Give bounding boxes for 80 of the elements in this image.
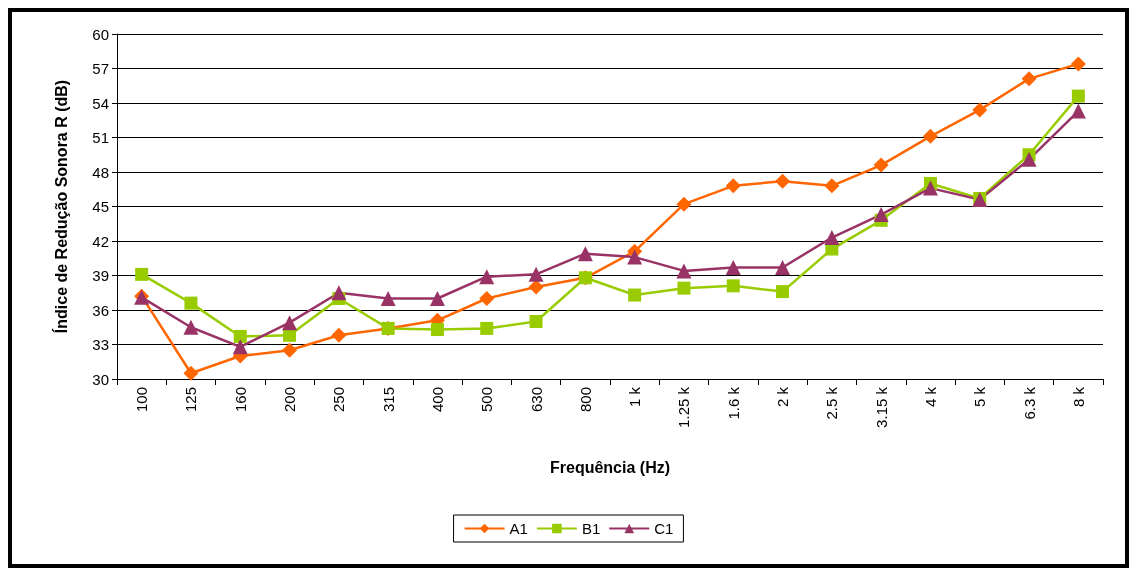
point [627,249,643,265]
x-tick-label: 8 k [1069,386,1087,408]
point [922,180,938,196]
x-tick-label: 125 [182,387,200,413]
point [183,319,199,335]
point [283,328,297,342]
point [1070,56,1086,72]
point [726,279,740,293]
y-tick-label: 60 [92,25,109,43]
point [528,279,544,295]
x-tick-label: 4 k [921,386,939,408]
y-tick-label: 51 [92,129,109,146]
point [725,178,741,194]
point [183,365,199,381]
x-tick-label: 2 k [774,386,792,408]
point [776,285,790,299]
y-tick-label: 42 [92,232,109,250]
point [479,291,495,306]
x-tick-label: 400 [428,387,446,413]
point [232,339,248,355]
point [676,196,692,212]
point [577,246,593,262]
point [529,315,543,328]
x-tick-label: 2.5 k [823,386,841,420]
point [430,323,444,337]
x-tick-label: 5 k [971,386,989,408]
x-tick-label: 200 [281,387,299,413]
y-tick-label: 48 [92,163,109,181]
legend-label: B1 [581,520,601,537]
y-tick-label: 57 [92,60,109,77]
x-tick-label: 160 [231,387,249,413]
point [824,178,840,194]
point [1071,89,1085,103]
point [528,266,544,282]
y-axis-title: Índice de Redução Sonora R (dB) [51,79,70,334]
point [331,285,347,301]
x-axis-title: Frequência (Hz) [549,458,671,476]
legend-label: A1 [509,520,528,537]
point [1021,71,1037,87]
x-tick-label: 3.15 k [872,386,890,428]
point [282,342,298,358]
point [873,157,889,173]
point [873,207,889,223]
point [282,315,298,331]
point [380,291,396,306]
x-tick-label: 630 [527,387,545,413]
legend-label: C1 [654,520,674,537]
x-tick-label: 800 [576,387,594,413]
point [922,128,938,144]
point [233,329,247,343]
point [676,263,692,279]
y-tick-label: 54 [92,94,109,112]
point [480,321,494,335]
point [429,291,445,306]
point [725,259,741,275]
y-tick-label: 45 [92,198,109,215]
x-tick-label: 315 [379,387,397,413]
point [1021,151,1037,167]
y-tick-label: 33 [92,336,109,353]
point [972,102,988,118]
y-tick-label: 36 [92,301,109,319]
point [628,288,642,302]
point [1070,103,1086,119]
y-tick-label: 30 [92,370,109,388]
point [775,259,791,275]
x-tick-label: 250 [330,387,348,413]
x-tick-label: 1.25 k [675,386,693,428]
x-tick-label: 100 [133,387,151,413]
point [135,267,149,281]
point [677,281,691,295]
point [479,269,495,285]
x-tick-label: 500 [478,387,496,413]
point [775,173,791,189]
x-tick-label: 1.6 k [724,386,742,420]
point [824,230,840,246]
x-tick-label: 6.3 k [1020,386,1038,420]
x-tick-label: 1 k [626,386,644,408]
point [184,296,198,310]
y-tick-label: 39 [92,267,109,284]
point [331,327,347,343]
